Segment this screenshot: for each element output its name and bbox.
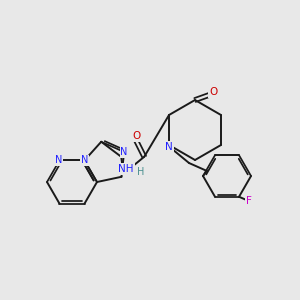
Text: O: O	[132, 131, 140, 141]
Text: N: N	[55, 155, 62, 165]
Text: O: O	[209, 87, 217, 97]
Text: N: N	[165, 142, 173, 152]
Text: NH: NH	[118, 164, 134, 174]
Text: N: N	[81, 155, 88, 165]
Text: H: H	[136, 167, 144, 177]
Text: F: F	[246, 196, 252, 206]
Text: N: N	[120, 147, 128, 157]
